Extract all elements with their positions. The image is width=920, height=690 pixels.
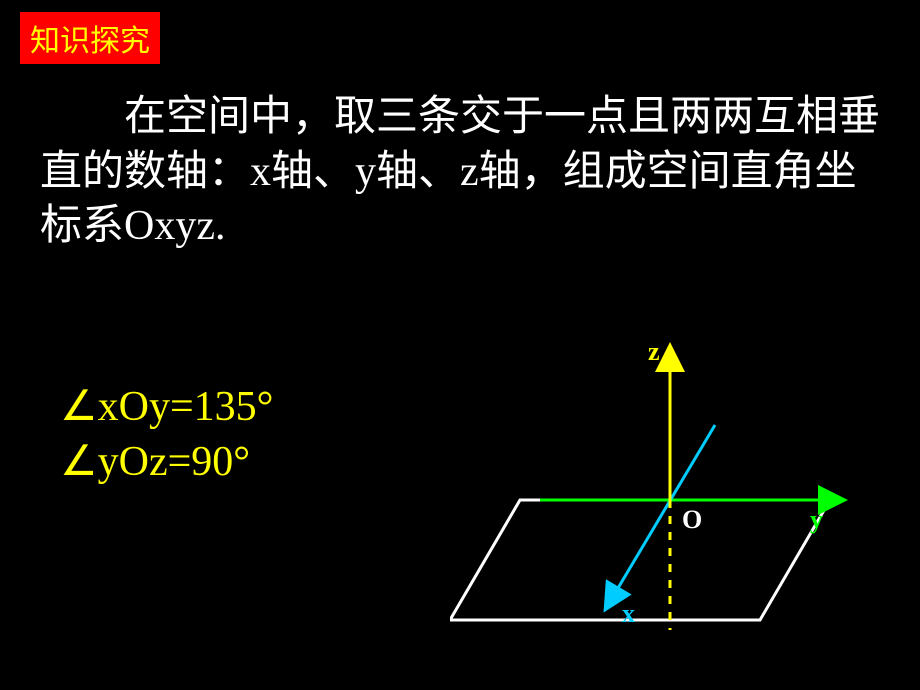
x-label: x xyxy=(622,599,635,628)
angle-xoy: ∠xOy=135° xyxy=(60,380,273,435)
diagram-svg: z y x O xyxy=(450,320,890,660)
main-paragraph-text: 在空间中，取三条交于一点且两两互相垂直的数轴：x轴、y轴、z轴，组成空间直角坐标… xyxy=(40,94,880,249)
section-badge: 知识探究 xyxy=(20,12,160,64)
angle-equations: ∠xOy=135° ∠yOz=90° xyxy=(60,380,273,489)
z-label: z xyxy=(648,337,660,366)
origin-label: O xyxy=(682,505,702,534)
main-paragraph: 在空间中，取三条交于一点且两两互相垂直的数轴：x轴、y轴、z轴，组成空间直角坐标… xyxy=(40,90,880,254)
coordinate-diagram: z y x O xyxy=(450,320,890,660)
xy-plane xyxy=(450,500,830,620)
angle-yoz: ∠yOz=90° xyxy=(60,435,273,490)
y-label: y xyxy=(810,505,823,534)
badge-text: 知识探究 xyxy=(30,25,150,58)
